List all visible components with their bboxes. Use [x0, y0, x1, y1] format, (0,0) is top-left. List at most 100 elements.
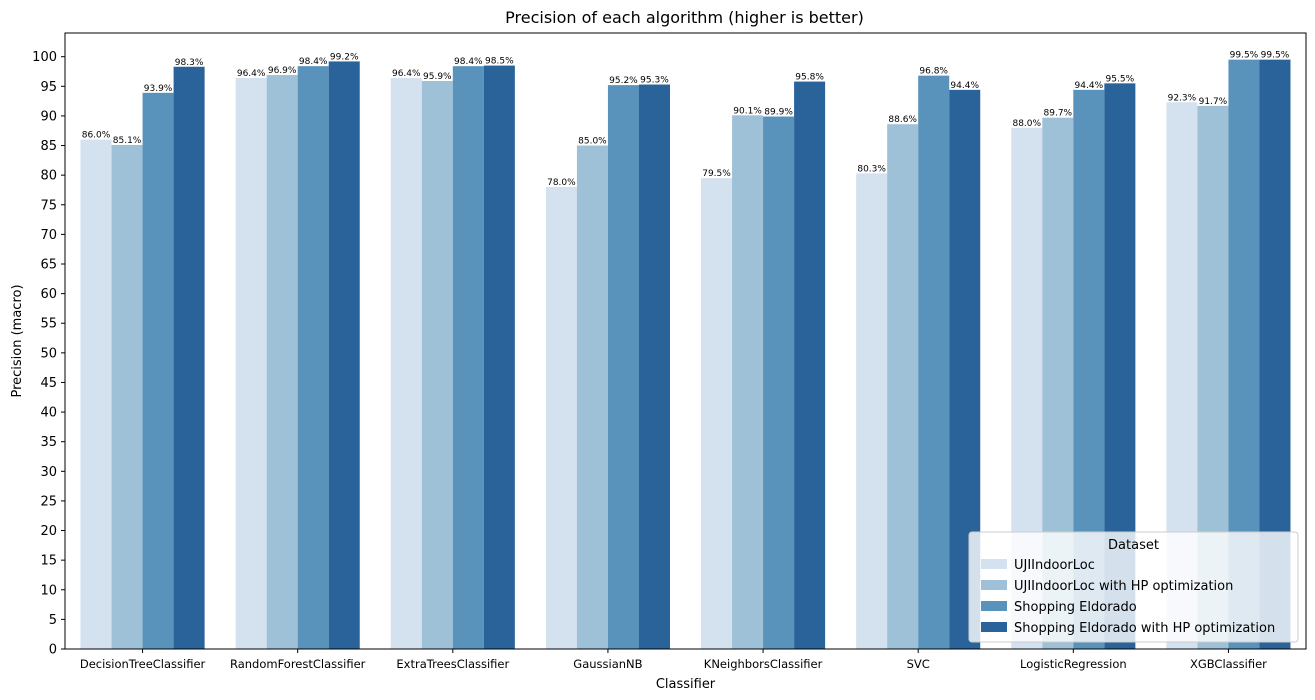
data-label: 99.5%: [1261, 51, 1290, 61]
bar-DecisionTreeClassifier-series-4: [173, 66, 205, 649]
x-tick-label: GaussianNB: [573, 657, 642, 671]
y-tick-label: 15: [40, 554, 57, 569]
bar-GaussianNB-series-1: [545, 187, 577, 649]
data-label: 95.3%: [640, 76, 669, 86]
legend-title: Dataset: [1108, 538, 1159, 553]
y-tick-label: 25: [40, 494, 57, 509]
bar-GaussianNB-series-4: [638, 84, 670, 649]
legend-swatch: [981, 622, 1007, 632]
x-tick-label: SVC: [907, 657, 930, 671]
data-label: 91.7%: [1199, 97, 1228, 107]
data-label: 90.1%: [733, 106, 762, 116]
data-label: 96.8%: [919, 67, 948, 77]
data-label: 95.9%: [423, 72, 452, 82]
legend-entry-label: Shopping Eldorado with HP optimization: [1014, 621, 1275, 636]
bar-SVC-series-3: [918, 75, 950, 649]
y-tick-label: 90: [40, 109, 57, 124]
bar-RandomForestClassifier-series-2: [266, 75, 298, 650]
y-tick-label: 80: [40, 169, 57, 184]
data-label: 98.5%: [485, 57, 514, 67]
y-tick-label: 30: [40, 465, 57, 480]
y-tick-label: 20: [40, 524, 57, 539]
y-axis-label: Precision (macro): [10, 284, 25, 397]
data-label: 88.6%: [888, 115, 917, 125]
bar-ExtraTreesClassifier-series-3: [452, 66, 484, 650]
data-label: 95.5%: [1106, 74, 1135, 84]
legend: Dataset UJIIndoorLoc UJIIndoorLoc with HP …: [968, 531, 1299, 643]
bar-SVC-series-2: [887, 124, 919, 650]
bar-RandomForestClassifier-series-1: [235, 78, 267, 649]
data-label: 89.7%: [1044, 109, 1073, 119]
y-tick-label: 50: [40, 346, 57, 361]
bar-RandomForestClassifier-series-3: [297, 66, 329, 650]
data-label: 89.9%: [764, 108, 793, 118]
data-label: 94.4%: [950, 81, 979, 91]
data-label: 85.0%: [578, 137, 607, 147]
data-label: 96.9%: [268, 66, 297, 76]
bar-DecisionTreeClassifier-series-1: [80, 139, 112, 649]
data-label: 85.1%: [113, 136, 142, 146]
x-tick-label: DecisionTreeClassifier: [80, 657, 206, 671]
bar-DecisionTreeClassifier-series-2: [111, 144, 143, 649]
y-tick-label: 100: [32, 50, 57, 65]
bar-SVC-series-1: [856, 173, 888, 649]
data-label: 96.4%: [237, 69, 266, 79]
bar-KNeighborsClassifier-series-3: [763, 116, 795, 649]
y-tick-label: 55: [40, 317, 57, 332]
data-label: 98.4%: [299, 57, 328, 67]
data-label: 92.3%: [1168, 93, 1197, 103]
bar-GaussianNB-series-2: [576, 145, 608, 650]
y-tick-label: 65: [40, 258, 57, 273]
legend-swatch: [981, 580, 1007, 590]
data-label: 79.5%: [702, 169, 731, 179]
data-label: 93.9%: [144, 84, 173, 94]
data-label: 95.8%: [795, 73, 824, 83]
data-label: 78.0%: [547, 178, 576, 188]
bar-KNeighborsClassifier-series-4: [794, 81, 826, 649]
data-label: 88.0%: [1012, 119, 1041, 129]
y-tick-label: 10: [40, 583, 57, 598]
bar-ExtraTreesClassifier-series-2: [421, 80, 453, 650]
plot-frame: [64, 32, 1307, 650]
bar-RandomForestClassifier-series-4: [328, 61, 360, 650]
y-tick-label: 95: [40, 80, 57, 95]
x-tick-label: RandomForestClassifier: [230, 657, 366, 671]
y-tick-label: 0: [49, 643, 57, 658]
data-label: 86.0%: [82, 131, 111, 141]
data-labels-layer: 86.0% 96.4% 96.4% 78.0% 79.5% 80.3% 88.0% 92.3%…: [82, 51, 1290, 188]
y-tick-label: 45: [40, 376, 57, 391]
bar-KNeighborsClassifier-series-1: [701, 178, 733, 649]
bar-ExtraTreesClassifier-series-1: [390, 78, 422, 649]
x-tick-label: ExtraTreesClassifier: [396, 657, 509, 671]
legend-swatch: [981, 601, 1007, 611]
data-label: 80.3%: [857, 164, 886, 174]
data-label: 95.2%: [609, 76, 638, 86]
bar-DecisionTreeClassifier-series-3: [142, 92, 174, 649]
bar-ExtraTreesClassifier-series-4: [483, 65, 515, 649]
legend-swatch: [981, 559, 1007, 569]
data-label: 94.4%: [1075, 81, 1104, 91]
x-axis-label: Classifier: [656, 677, 716, 692]
chart-title: Precision of each algorithm (higher is b…: [505, 8, 864, 27]
axes-layer: 0 5 10 15 20 25 30 35 40 45 50 55 60 65 70 75 80 85 90 95 10…: [32, 32, 1307, 671]
bar-GaussianNB-series-3: [607, 85, 639, 650]
x-tick-label: LogisticRegression: [1020, 657, 1127, 671]
y-tick-label: 70: [40, 228, 57, 243]
y-tick-label: 40: [40, 406, 57, 421]
data-label: 96.4%: [392, 69, 421, 79]
data-label: 99.2%: [330, 52, 359, 62]
y-tick-label: 60: [40, 287, 57, 302]
data-label: 99.5%: [1230, 51, 1259, 61]
y-tick-label: 85: [40, 139, 57, 154]
y-tick-label: 35: [40, 435, 57, 450]
legend-entry-label: Shopping Eldorado: [1014, 600, 1137, 615]
legend-entry-label: UJIIndoorLoc: [1014, 558, 1095, 573]
x-tick-label: KNeighborsClassifier: [704, 657, 823, 671]
x-tick-label: XGBClassifier: [1190, 657, 1267, 671]
y-tick-label: 75: [40, 198, 57, 213]
legend-box: [968, 531, 1299, 643]
legend-entry-label: UJIIndoorLoc with HP optimization: [1014, 579, 1233, 594]
data-label: 98.3%: [175, 58, 204, 68]
